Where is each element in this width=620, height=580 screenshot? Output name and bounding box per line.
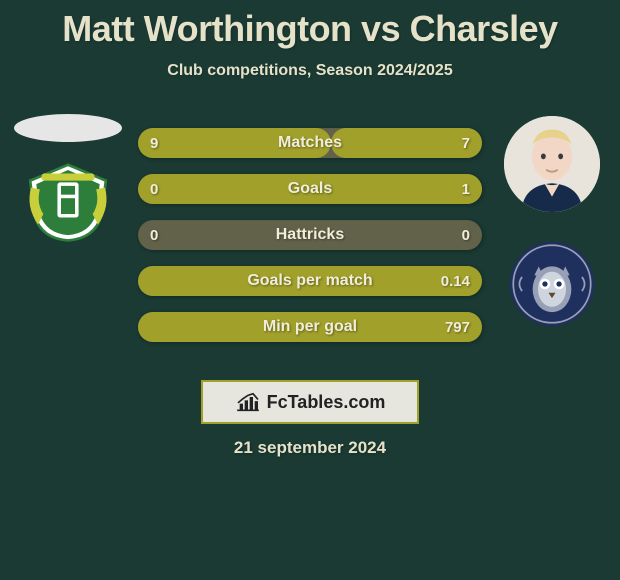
left-club-badge-icon — [24, 163, 112, 242]
right-player-photo — [504, 116, 600, 212]
brand-text: FcTables.com — [267, 392, 386, 413]
stat-label: Goals per match — [138, 272, 482, 290]
stat-row: Min per goal797 — [138, 312, 482, 342]
right-club-badge — [508, 240, 596, 328]
right-club-badge-icon — [508, 240, 596, 328]
stat-right-value: 1 — [462, 181, 470, 198]
page-title: Matt Worthington vs Charsley — [0, 0, 620, 50]
subtitle: Club competitions, Season 2024/2025 — [0, 62, 620, 80]
stat-label: Hattricks — [138, 226, 482, 244]
content-area: 9Matches70Goals10Hattricks0Goals per mat… — [0, 110, 620, 370]
brand-chart-icon — [235, 392, 261, 412]
left-club-badge — [24, 164, 112, 242]
stat-right-value: 7 — [462, 135, 470, 152]
comparison-card: Matt Worthington vs Charsley Club compet… — [0, 0, 620, 580]
stat-row: 0Goals1 — [138, 174, 482, 204]
brand-box: FcTables.com — [201, 380, 419, 424]
stat-label: Min per goal — [138, 318, 482, 336]
stat-label: Matches — [138, 134, 482, 152]
player-avatar-icon — [504, 116, 600, 212]
left-player-column — [8, 110, 128, 242]
stat-row: Goals per match0.14 — [138, 266, 482, 296]
stat-right-value: 0 — [462, 227, 470, 244]
stat-right-value: 797 — [445, 319, 470, 336]
date-text: 21 september 2024 — [0, 438, 620, 458]
stat-row: 0Hattricks0 — [138, 220, 482, 250]
stat-row: 9Matches7 — [138, 128, 482, 158]
right-player-column — [492, 110, 612, 328]
stat-right-value: 0.14 — [441, 273, 470, 290]
left-player-oval — [14, 114, 122, 142]
stat-label: Goals — [138, 180, 482, 198]
stat-bars: 9Matches70Goals10Hattricks0Goals per mat… — [138, 128, 482, 358]
